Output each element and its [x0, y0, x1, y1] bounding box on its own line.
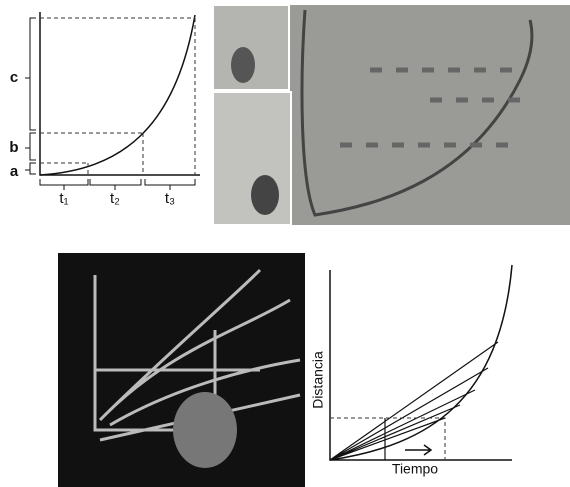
guides: [330, 417, 446, 460]
photo-curve: [300, 9, 534, 217]
hand: [173, 392, 237, 468]
inset-2: [212, 91, 292, 226]
y-axis-label: Distancia: [310, 351, 326, 409]
label-b: b: [9, 139, 18, 156]
bottom-diagram: Distancia Tiempo: [310, 264, 513, 477]
curve: [329, 264, 513, 461]
x-axis-label: Tiempo: [392, 461, 438, 477]
photo-marks: [340, 67, 520, 148]
label-a: a: [10, 163, 19, 180]
guides: [40, 17, 196, 175]
chords: [329, 341, 499, 461]
curve: [39, 14, 196, 176]
label-t1: t₁: [59, 190, 68, 207]
y-brackets: [25, 17, 36, 175]
arrow: [405, 444, 433, 456]
label-t2: t₂: [110, 190, 120, 207]
axes: [39, 12, 200, 176]
photo-strokes: [93, 268, 301, 442]
label-t3: t₃: [165, 190, 175, 207]
bottom-photo: [58, 253, 305, 487]
top-diagram: c b a t₁ t₂ t₃: [9, 12, 200, 207]
x-brackets: [39, 179, 196, 190]
top-photo: [212, 4, 570, 226]
hand-2: [251, 175, 279, 215]
hand-1: [231, 47, 255, 83]
label-c: c: [10, 69, 18, 86]
